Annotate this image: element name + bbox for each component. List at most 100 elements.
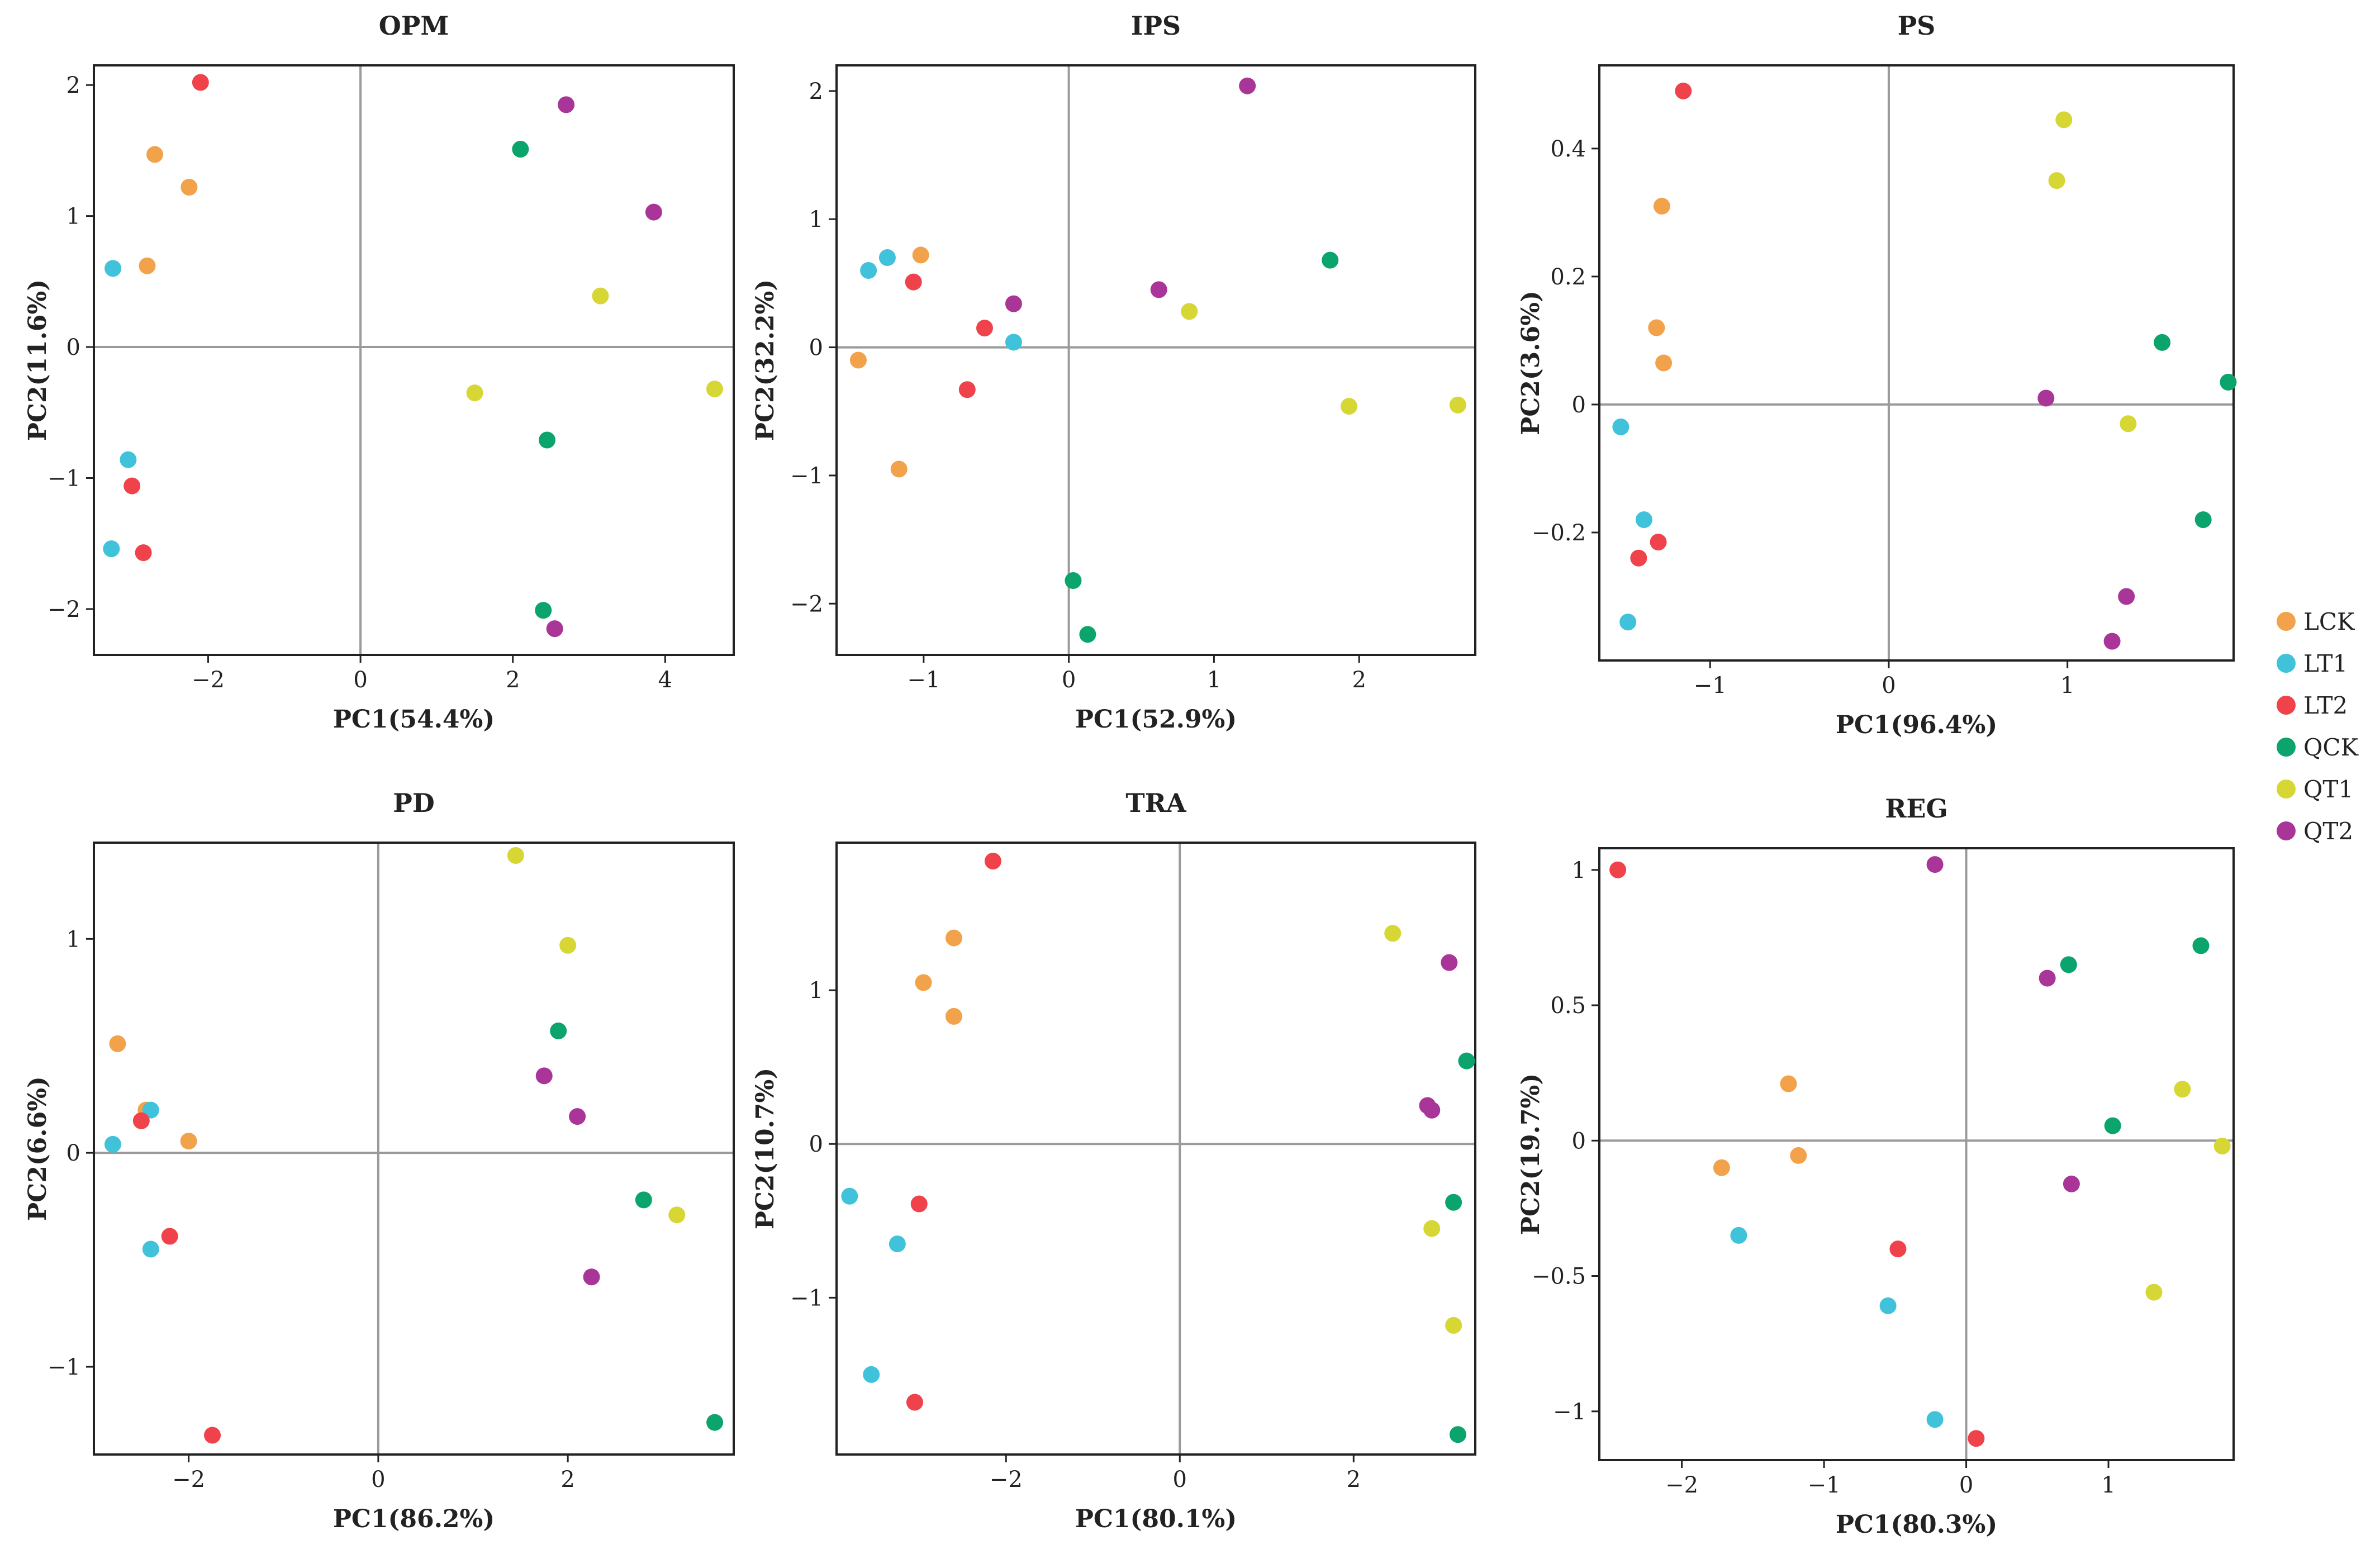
legend-swatch [2277,654,2296,673]
point-qck [535,602,552,619]
point-lt1 [860,262,877,279]
point-qt1 [2213,1137,2231,1154]
y-axis-label: PC2(32.2%) [751,279,780,441]
point-qt2 [558,96,575,113]
point-qck [1458,1052,1475,1070]
y-tick-label: 0 [809,335,823,361]
point-qck [539,431,556,449]
plot-frame [93,64,735,656]
x-axis-label: PC1(86.2%) [333,1505,495,1533]
panel-title: TRA [1125,788,1186,818]
y-tick-label: 0.4 [1550,136,1586,162]
panel-title: IPS [1131,11,1181,41]
point-lt2 [123,477,141,495]
y-tick-label: 0 [66,1140,80,1166]
x-tick-label: 2 [560,1467,574,1493]
point-qck [1322,251,1339,269]
panel-title: PD [393,788,434,818]
x-tick-label: 2 [1352,667,1366,693]
x-tick-label: 0 [1882,673,1896,698]
point-qck [1079,626,1096,643]
legend-label: QT2 [2303,817,2353,845]
point-qck [2104,1117,2121,1134]
y-tick-label: 1 [1572,858,1586,883]
y-tick-label: 0.5 [1550,993,1586,1019]
panel-title: OPM [379,11,449,41]
point-qt1 [2145,1284,2163,1301]
point-qt2 [2039,969,2056,987]
y-tick-label: −0.5 [1532,1264,1586,1290]
point-lt1 [104,1135,121,1153]
x-tick-label: 4 [658,667,672,693]
point-qt1 [507,847,524,864]
point-lt1 [878,249,896,267]
point-lck [915,974,932,991]
x-tick-label: 1 [2060,673,2074,698]
legend-label: LT2 [2303,692,2348,719]
point-lck [849,351,867,369]
legend-label: LT1 [2303,650,2348,677]
x-tick-label: 2 [1347,1467,1361,1493]
panel-ips: IPS −1 0 1 2 −2 −1 0 1 2 PC1(52.9%) PC2(32.2%) [751,11,1476,734]
legend-item-qt2: QT2 [2277,817,2353,845]
point-lt1 [863,1366,880,1383]
point-qck [512,141,529,158]
point-qt2 [1926,856,1944,873]
y-axis-label: PC2(10.7%) [751,1068,780,1229]
y-tick-label: 2 [809,79,823,104]
point-lt1 [104,260,122,277]
point-lt2 [161,1228,178,1245]
legend-item-qt1: QT1 [2277,776,2353,803]
x-tick-label: 0 [1959,1472,1973,1498]
panel-ps: PS −1 0 1 −0.2 0 0.2 0.4 PC1(96.4%) PC2(3.6%) [1517,11,2237,739]
x-tick-label: 0 [1173,1467,1187,1493]
point-qt1 [1449,396,1466,413]
x-axis-label: PC1(80.3%) [1836,1510,1997,1539]
point-lt1 [1612,419,1630,436]
point-qt2 [535,1067,553,1085]
point-lt1 [103,540,120,558]
x-axis-label: PC1(80.1%) [1075,1505,1237,1533]
legend-label: QCK [2303,734,2359,761]
y-tick-label: 1 [66,926,80,952]
point-lt1 [142,1240,159,1258]
y-tick-label: −1 [47,466,80,492]
x-tick-label: −2 [172,1467,205,1493]
x-tick-label: 0 [353,667,367,693]
y-tick-label: −1 [790,1285,823,1311]
point-lt2 [1609,861,1627,878]
y-axis-label: PC2(6.6%) [23,1076,52,1221]
point-lck [139,257,156,274]
point-lck [1653,197,1670,215]
y-tick-label: 1 [66,204,80,230]
point-lt2 [906,1394,923,1411]
y-axis-label: PC2(3.6%) [1517,291,1545,435]
point-qck [550,1022,567,1039]
plot-frame [1598,64,2235,662]
plot-frame [835,842,1476,1456]
point-lt1 [1635,511,1652,529]
plot-frame [1598,847,2235,1461]
point-qt1 [2120,415,2137,432]
point-qck [2154,334,2171,351]
point-lt2 [204,1427,221,1444]
y-tick-label: 0 [1572,392,1586,418]
legend-swatch [2277,612,2296,631]
panel-title: REG [1885,793,1948,824]
point-qt2 [583,1268,600,1286]
point-lt2 [132,1112,150,1129]
y-tick-label: −0.2 [1532,520,1586,546]
x-tick-label: −2 [990,1467,1023,1493]
point-lck [1713,1159,1730,1176]
point-lt2 [1675,82,1692,99]
point-lck [180,179,198,196]
point-lt1 [142,1101,159,1119]
y-tick-label: 1 [809,207,823,232]
point-qt1 [1384,925,1402,942]
point-qck [2060,956,2077,973]
point-lt2 [135,544,152,562]
point-lt1 [120,451,137,468]
point-qt1 [668,1206,686,1224]
y-tick-label: 0 [1572,1128,1586,1154]
